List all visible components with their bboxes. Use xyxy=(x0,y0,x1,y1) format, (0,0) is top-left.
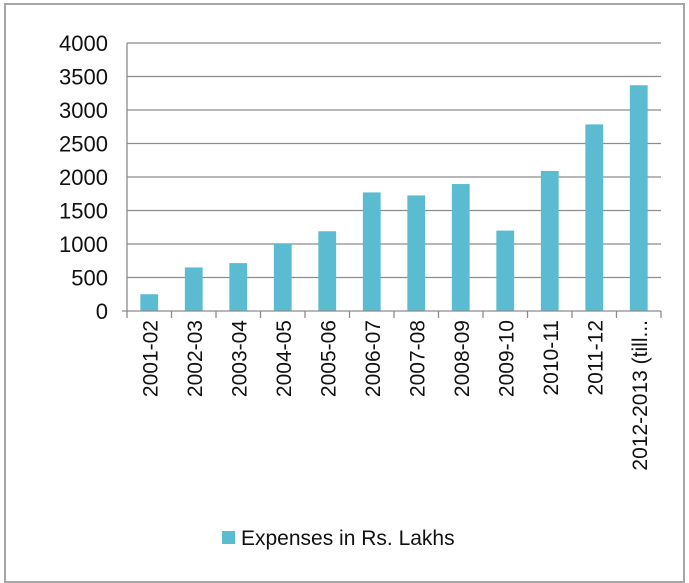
x-tick-label: 2008-09 xyxy=(451,320,474,397)
bars xyxy=(140,85,648,312)
legend-label: Expenses in Rs. Lakhs xyxy=(241,527,455,550)
bar xyxy=(629,85,648,312)
y-tick-labels: 0 500 1000 1500 2000 2500 3000 3500 4000 xyxy=(59,31,108,324)
y-tick-label: 1000 xyxy=(59,232,108,257)
y-tick-label: 4000 xyxy=(59,31,108,56)
y-tick-label: 2500 xyxy=(59,132,108,157)
x-tick-label: 2010-11 xyxy=(540,320,563,396)
x-tick-label: 2002-03 xyxy=(184,320,207,397)
x-tick-label: 2003-04 xyxy=(228,320,251,397)
y-tick-label: 0 xyxy=(96,299,108,324)
bar xyxy=(229,263,248,311)
x-tick-label: 2004-05 xyxy=(273,320,296,397)
y-tick-label: 1500 xyxy=(59,199,108,224)
axes xyxy=(122,43,662,318)
bar xyxy=(585,124,604,311)
bar xyxy=(540,170,559,311)
bar xyxy=(407,195,426,311)
y-tick-label: 3000 xyxy=(59,98,108,123)
x-tick-label: 2007-08 xyxy=(406,320,429,397)
y-tick-label: 2000 xyxy=(59,165,108,190)
bar-chart: 0 500 1000 1500 2000 2500 3000 3500 4000 2001-02… xyxy=(59,31,662,550)
x-tick-label: 2012-2013 (till... xyxy=(629,320,652,471)
x-tick-label: 2006-07 xyxy=(362,320,385,397)
legend: Expenses in Rs. Lakhs xyxy=(222,527,455,550)
y-tick-label: 3500 xyxy=(59,65,108,90)
bar xyxy=(496,230,515,311)
legend-swatch xyxy=(222,531,235,544)
bar xyxy=(273,244,292,311)
bar xyxy=(318,231,337,311)
x-tick-label: 2009-10 xyxy=(495,320,518,397)
x-tick-label: 2001-02 xyxy=(139,320,162,397)
bar xyxy=(184,267,203,311)
bar xyxy=(451,184,470,311)
y-tick-label: 500 xyxy=(71,266,108,291)
gridlines xyxy=(127,42,661,279)
x-tick-labels: 2001-02 2002-03 2003-04 2004-05 2005-06 2006-… xyxy=(139,320,652,471)
bar xyxy=(140,294,159,311)
bar xyxy=(362,192,381,311)
x-tick-label: 2005-06 xyxy=(317,320,340,397)
x-tick-label: 2011-12 xyxy=(584,320,607,396)
